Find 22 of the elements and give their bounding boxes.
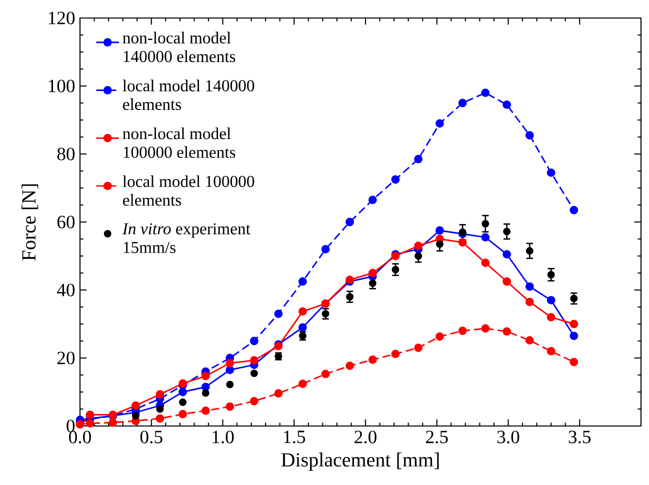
x-tick-label: 0.5 [140, 430, 162, 444]
y-tick-label: 0 [66, 420, 75, 432]
legend-label: In vitro experiment 15mm/s [122, 223, 250, 254]
x-tick-label: 1.5 [284, 430, 306, 444]
y-tick-label: 60 [57, 216, 75, 228]
y-axis-title: Force [N] [22, 184, 38, 261]
x-tick-label: 3.0 [497, 430, 520, 444]
x-axis-title: Displacement [mm] [281, 452, 439, 471]
y-tick-label: 120 [48, 12, 75, 24]
x-tick-label: 1.0 [212, 430, 234, 444]
x-tick-label: 0.0 [69, 430, 91, 444]
y-tick-label: 80 [57, 148, 75, 160]
x-tick-label: 2.5 [426, 430, 448, 444]
legend-label: local model 140000 elements [122, 80, 254, 110]
legend-label: non-local model 100000 elements [122, 127, 236, 158]
legend-label: local model 100000 elements [122, 175, 254, 206]
x-tick-label: 3.5 [568, 430, 591, 444]
y-tick-label: 40 [56, 284, 75, 296]
legend-label: non-local model 140000 elements [122, 32, 236, 62]
y-tick-label: 20 [57, 352, 75, 364]
y-tick-label: 100 [48, 80, 75, 92]
x-tick-label: 2.0 [354, 430, 376, 444]
